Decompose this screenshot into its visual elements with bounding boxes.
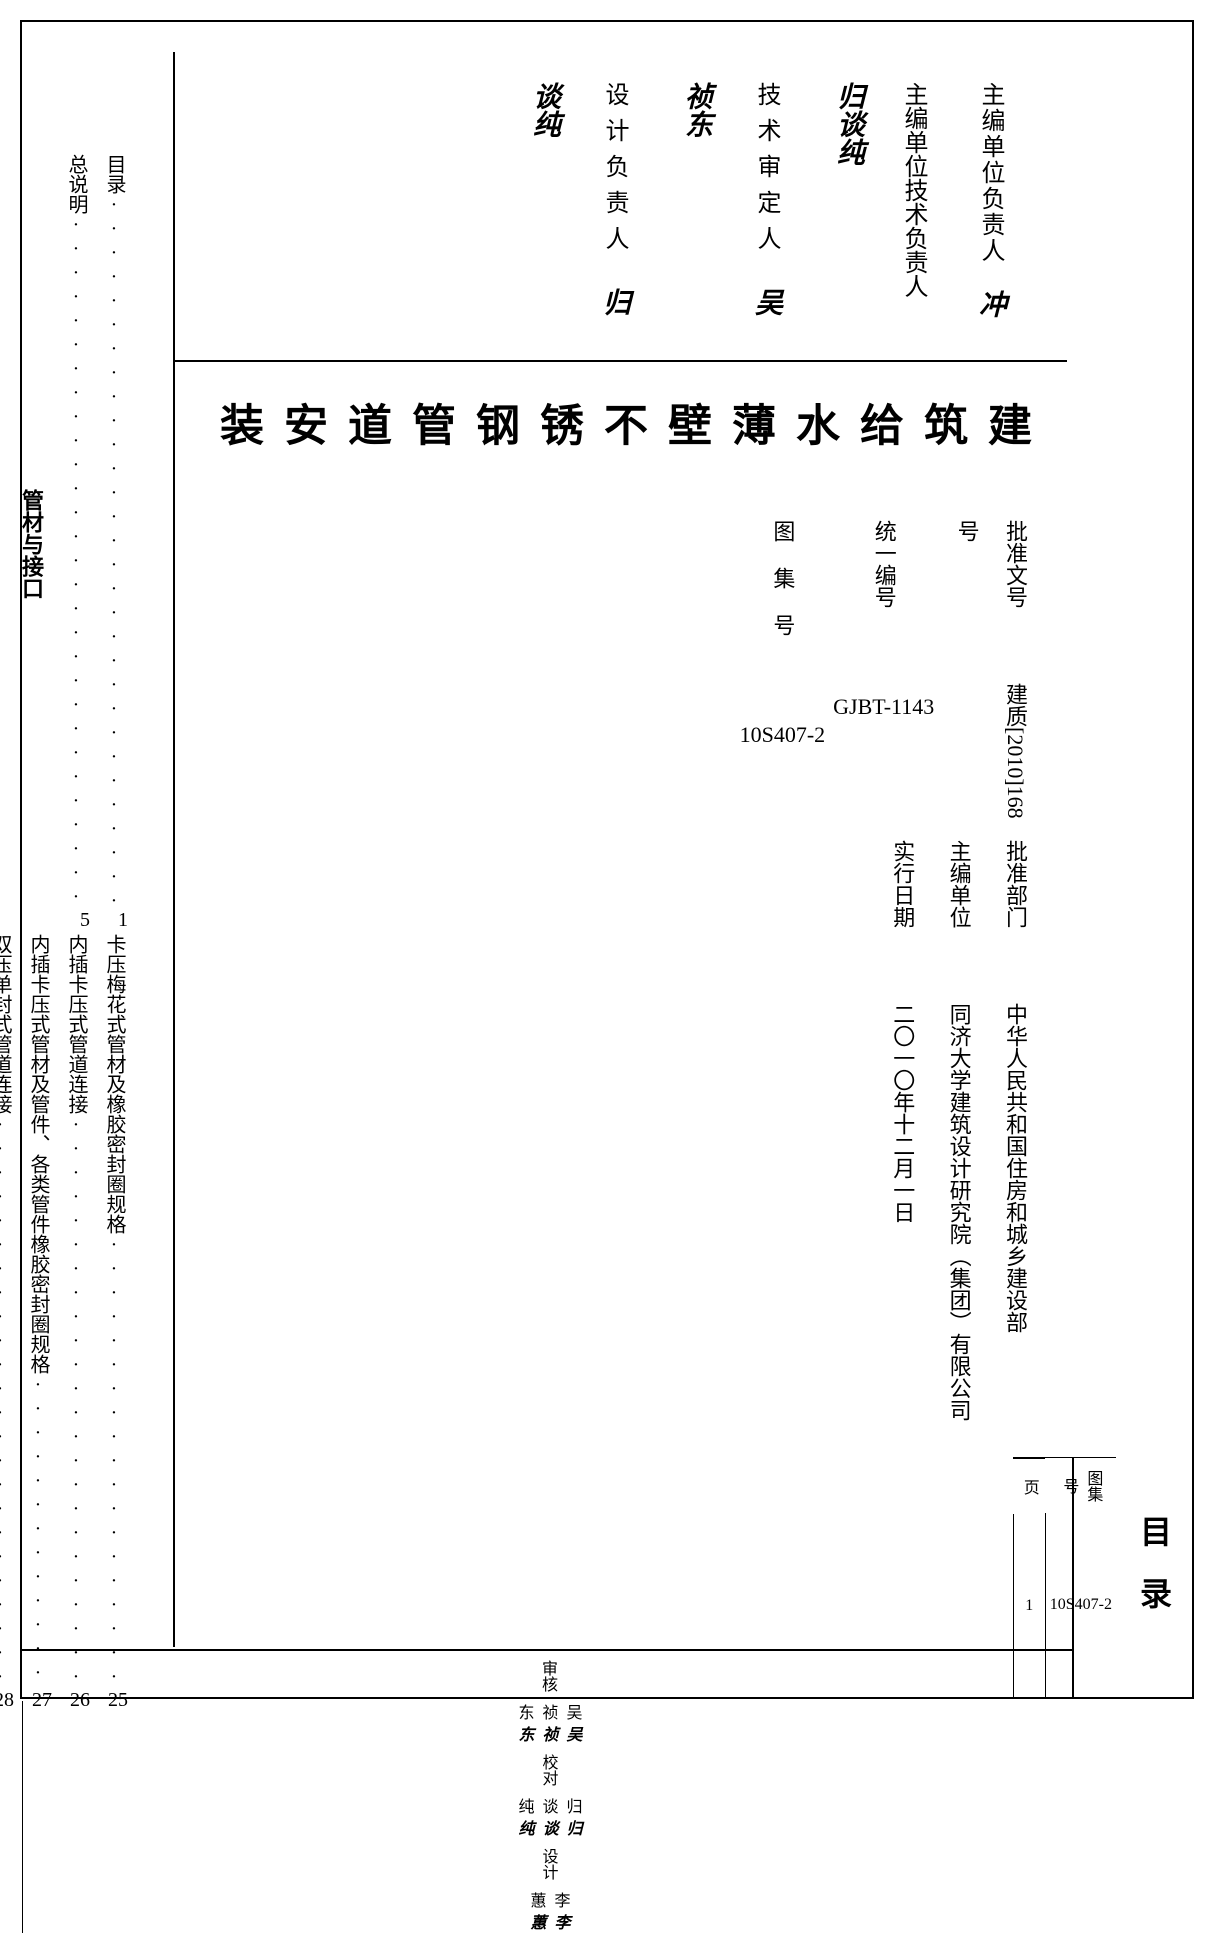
toc-heading: 目录 [0,82,108,154]
unified-no-label: 统一编号 [872,520,897,608]
sig-row: 技术审定人 吴祯东 [661,82,801,330]
chief-tech-head-sig: 归谈纯 [833,82,864,166]
sig-row: 主编单位技术负责人 归谈纯 [813,82,943,330]
toc-dots: ··································· [62,214,90,906]
toc-item: 内插卡压式管道连接·····························26 [62,934,90,1714]
meta-row: 批准部门 中华人民共和国住房和城乡建设部 [991,840,1039,1617]
toc-item-page: 5 [80,906,90,934]
proofreader-sig: 归谈纯 [22,1817,1072,1839]
approver-dept-label: 批准部门 [1003,840,1028,928]
designer-sig: 李蕙 [22,1911,1072,1933]
editor-unit: 同济大学建筑设计研究院（集团）有限公司 [947,1003,972,1421]
reviewer-name: 吴祯东 [22,1701,1072,1723]
atlas-no: 10S407-2 [770,711,795,759]
unified-no: GJBT-1143 [872,683,897,731]
toc-item-page: 25 [108,1686,128,1714]
toc-subheading: 管材与接口 [15,154,47,934]
chief-unit-head-sig: 冲 [975,290,1006,318]
design-head-label: 设计负责人 [601,82,627,262]
meta-row: 实行日期 二〇一〇年十二月一日 [878,840,926,1617]
toc-item: 内插卡压式管材及管件、各类管件橡胶密封圈规格················27 [24,934,52,1714]
toc-item: 卡压梅花式管材及橡胶密封圈规格·······················25 [100,934,128,1714]
toc-left-column: 目录····································1总… [0,154,133,934]
approval-no-label: 批准文号 [1003,520,1028,608]
toc-dots: ····························· [0,1114,14,1686]
effective-date: 二〇一〇年十二月一日 [890,1003,915,1223]
toc-item-text: 目录 [100,154,128,194]
toc-dots: ················ [24,1374,52,1686]
reviewer-sig: 吴祯东 [22,1723,1072,1745]
toc-item-text: 总说明 [62,154,90,214]
document-title: 建筑给水薄壁不锈钢管道安装 [175,362,1067,490]
document-page: 目录 图集号 10S407-2 页 1 审核 吴祯东 吴祯东 校对 归谈纯 归谈… [20,20,1194,1699]
proofreader-label: 校对 [22,1745,1072,1795]
toc-item: 双压单封式管道连接·····························28 [0,934,14,1714]
toc-dots: ···································· [100,194,128,906]
toc-item-text: 内插卡压式管材及管件、各类管件橡胶密封圈规格 [24,934,52,1374]
toc-item-page: 28 [0,1686,14,1714]
toc-item: 总说明···································5 [62,154,90,934]
designer-label: 设计 [22,1839,1072,1889]
toc-item-page: 1 [118,906,128,934]
meta-row: 统一编号 GJBT-1143 [833,520,934,840]
toc-item: 目录····································1 [100,154,128,934]
meta-row: 批准文号 建质[2010]168号 [942,520,1039,840]
sig-row: 设计负责人 归谈纯 [509,82,649,330]
meta-row: 主编单位 同济大学建筑设计研究院（集团）有限公司 [934,840,982,1617]
atlas-no-label: 图 集 号 [770,520,795,636]
proofreader-name: 归谈纯 [22,1795,1072,1817]
sig-row: 主编单位负责人 冲 [955,82,1025,330]
toc-dots: ····························· [62,1114,90,1686]
toc-item-text: 内插卡压式管道连接 [62,934,90,1114]
chief-unit-head-label: 主编单位负责人 [977,82,1003,264]
toc-dots: ······················· [100,1234,128,1686]
tech-reviewer-label: 技术审定人 [753,82,779,262]
toc-item-page: 27 [32,1686,52,1714]
editor-unit-label: 主编单位 [947,840,972,928]
toc-item-text: 卡压梅花式管材及橡胶密封圈规格 [100,934,128,1234]
toc-item-text: 双压单封式管道连接 [0,934,14,1114]
approver-dept: 中华人民共和国住房和城乡建设部 [1003,1003,1028,1333]
toc-area: 目录 目录···································… [0,52,173,1647]
chief-tech-head-label: 主编单位技术负责人 [900,82,926,298]
designer-name: 李蕙 [22,1889,1072,1911]
meta-row: 图 集 号 10S407-2 [740,520,826,840]
toc-right-column: 卡压梅花式管材及橡胶密封圈规格·······················25… [0,934,133,1714]
effective-date-label: 实行日期 [890,840,915,928]
toc-item-page: 26 [70,1686,90,1714]
